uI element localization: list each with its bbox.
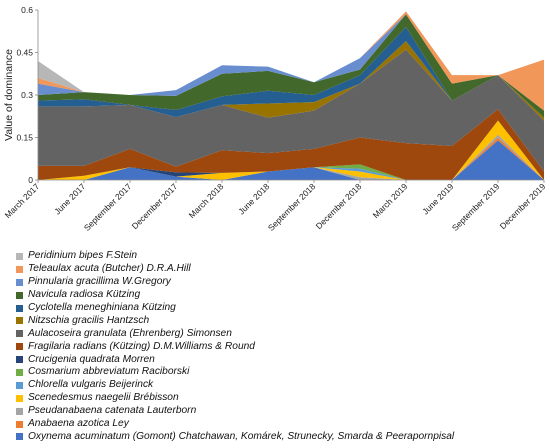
legend-swatch-9 xyxy=(16,317,23,325)
area-layer xyxy=(38,11,544,180)
legend-label-5: Cosmarium abbreviatum Raciborski xyxy=(28,366,190,378)
legend-item-11: Navicula radiosa Kützing xyxy=(16,289,548,302)
legend-label-12: Pinnularia gracillima W.Gregory xyxy=(28,276,171,288)
legend-swatch-4 xyxy=(16,381,23,389)
legend-label-10: Cyclotella meneghiniana Kützing xyxy=(28,302,176,313)
legend-item-6: Crucigenia quadrata Morren xyxy=(16,353,548,366)
legend-item-7: Fragilaria radians (Kützing) D.M.William… xyxy=(16,340,548,353)
legend-item-3: Scenedesmus naegelii Brébisson xyxy=(16,392,548,405)
x-tick-label-9: June 2019 xyxy=(420,181,455,216)
x-tick-label-11: December 2019 xyxy=(498,181,548,231)
x-tick-label-4: March 2018 xyxy=(187,181,226,220)
legend-swatch-3 xyxy=(16,394,23,402)
legend: Peridinium bipes F.Stein Teleaulax acuta … xyxy=(16,250,548,443)
legend-item-13: Teleaulax acuta (Butcher) D.R.A.Hill xyxy=(16,263,548,276)
legend-swatch-2 xyxy=(16,407,23,415)
legend-swatch-6 xyxy=(16,356,23,364)
legend-label-3: Scenedesmus naegelii Brébisson xyxy=(28,392,179,404)
area-series-7 xyxy=(38,109,544,180)
legend-label-0: Oxynema acuminatum (Gomont) Chatchawan, … xyxy=(28,430,455,442)
legend-swatch-14 xyxy=(16,252,23,260)
area-series-10 xyxy=(38,27,544,118)
y-tick-label-0: 0 xyxy=(28,175,33,185)
legend-label-11: Navicula radiosa Kützing xyxy=(28,289,141,301)
x-tick-label-3: December 2017 xyxy=(130,181,180,231)
area-series-11 xyxy=(38,14,544,118)
legend-label-2: Pseudanabaena catenata Lauterborn xyxy=(28,405,197,417)
area-series-8 xyxy=(38,49,544,172)
legend-swatch-13 xyxy=(16,265,23,273)
y-tick-label-1: 0.15 xyxy=(16,133,33,143)
legend-label-9: Nitzschia gracilis Hantzsch xyxy=(28,314,150,326)
legend-swatch-7 xyxy=(16,343,23,351)
legend-item-5: Cosmarium abbreviatum Raciborski xyxy=(16,366,548,379)
x-tick-label-10: September 2019 xyxy=(450,181,502,233)
legend-swatch-5 xyxy=(16,368,23,376)
legend-item-12: Pinnularia gracillima W.Gregory xyxy=(16,276,548,289)
area-series-9 xyxy=(38,41,544,121)
x-tick-label-0: March 2017 xyxy=(3,181,42,220)
legend-item-14: Peridinium bipes F.Stein xyxy=(16,250,548,263)
y-axis-label: Value of dominance xyxy=(3,49,15,141)
area-series-0 xyxy=(38,140,544,180)
legend-swatch-10 xyxy=(16,304,23,312)
x-tick-label-8: March 2019 xyxy=(371,181,410,220)
legend-swatch-8 xyxy=(16,330,23,338)
legend-label-6: Crucigenia quadrata Morren xyxy=(28,353,155,365)
legend-item-0: Oxynema acuminatum (Gomont) Chatchawan, … xyxy=(16,430,548,443)
legend-item-1: Anabaena azotica Ley xyxy=(16,418,548,431)
legend-label-4: Chlorella vulgaris Beijerinck xyxy=(28,379,154,391)
y-tick-label-2: 0.3 xyxy=(21,90,33,100)
legend-swatch-1 xyxy=(16,420,23,428)
x-tick-label-2: September 2017 xyxy=(82,181,134,233)
x-tick-label-7: December 2018 xyxy=(314,181,364,231)
legend-swatch-0 xyxy=(16,433,23,441)
legend-item-10: Cyclotella meneghiniana Kützing xyxy=(16,302,548,315)
legend-swatch-12 xyxy=(16,278,23,286)
y-tick-label-4: 0.6 xyxy=(21,5,33,15)
legend-item-4: Chlorella vulgaris Beijerinck xyxy=(16,379,548,392)
legend-label-8: Aulacoseira granulata (Ehrenberg) Simons… xyxy=(28,327,232,339)
x-tick-label-6: September 2018 xyxy=(266,181,318,233)
legend-item-9: Nitzschia gracilis Hantzsch xyxy=(16,314,548,327)
legend-label-7: Fragilaria radians (Kützing) D.M.William… xyxy=(28,340,255,352)
y-tick-label-3: 0.45 xyxy=(16,48,33,58)
legend-item-2: Pseudanabaena catenata Lauterborn xyxy=(16,405,548,418)
legend-label-13: Teleaulax acuta (Butcher) D.R.A.Hill xyxy=(28,263,191,275)
legend-item-8: Aulacoseira granulata (Ehrenberg) Simons… xyxy=(16,327,548,340)
legend-swatch-11 xyxy=(16,291,23,299)
legend-label-14: Peridinium bipes F.Stein xyxy=(28,250,138,262)
x-tick-label-1: June 2017 xyxy=(52,181,87,216)
x-tick-label-5: June 2018 xyxy=(236,181,271,216)
legend-label-1: Anabaena azotica Ley xyxy=(28,418,129,430)
